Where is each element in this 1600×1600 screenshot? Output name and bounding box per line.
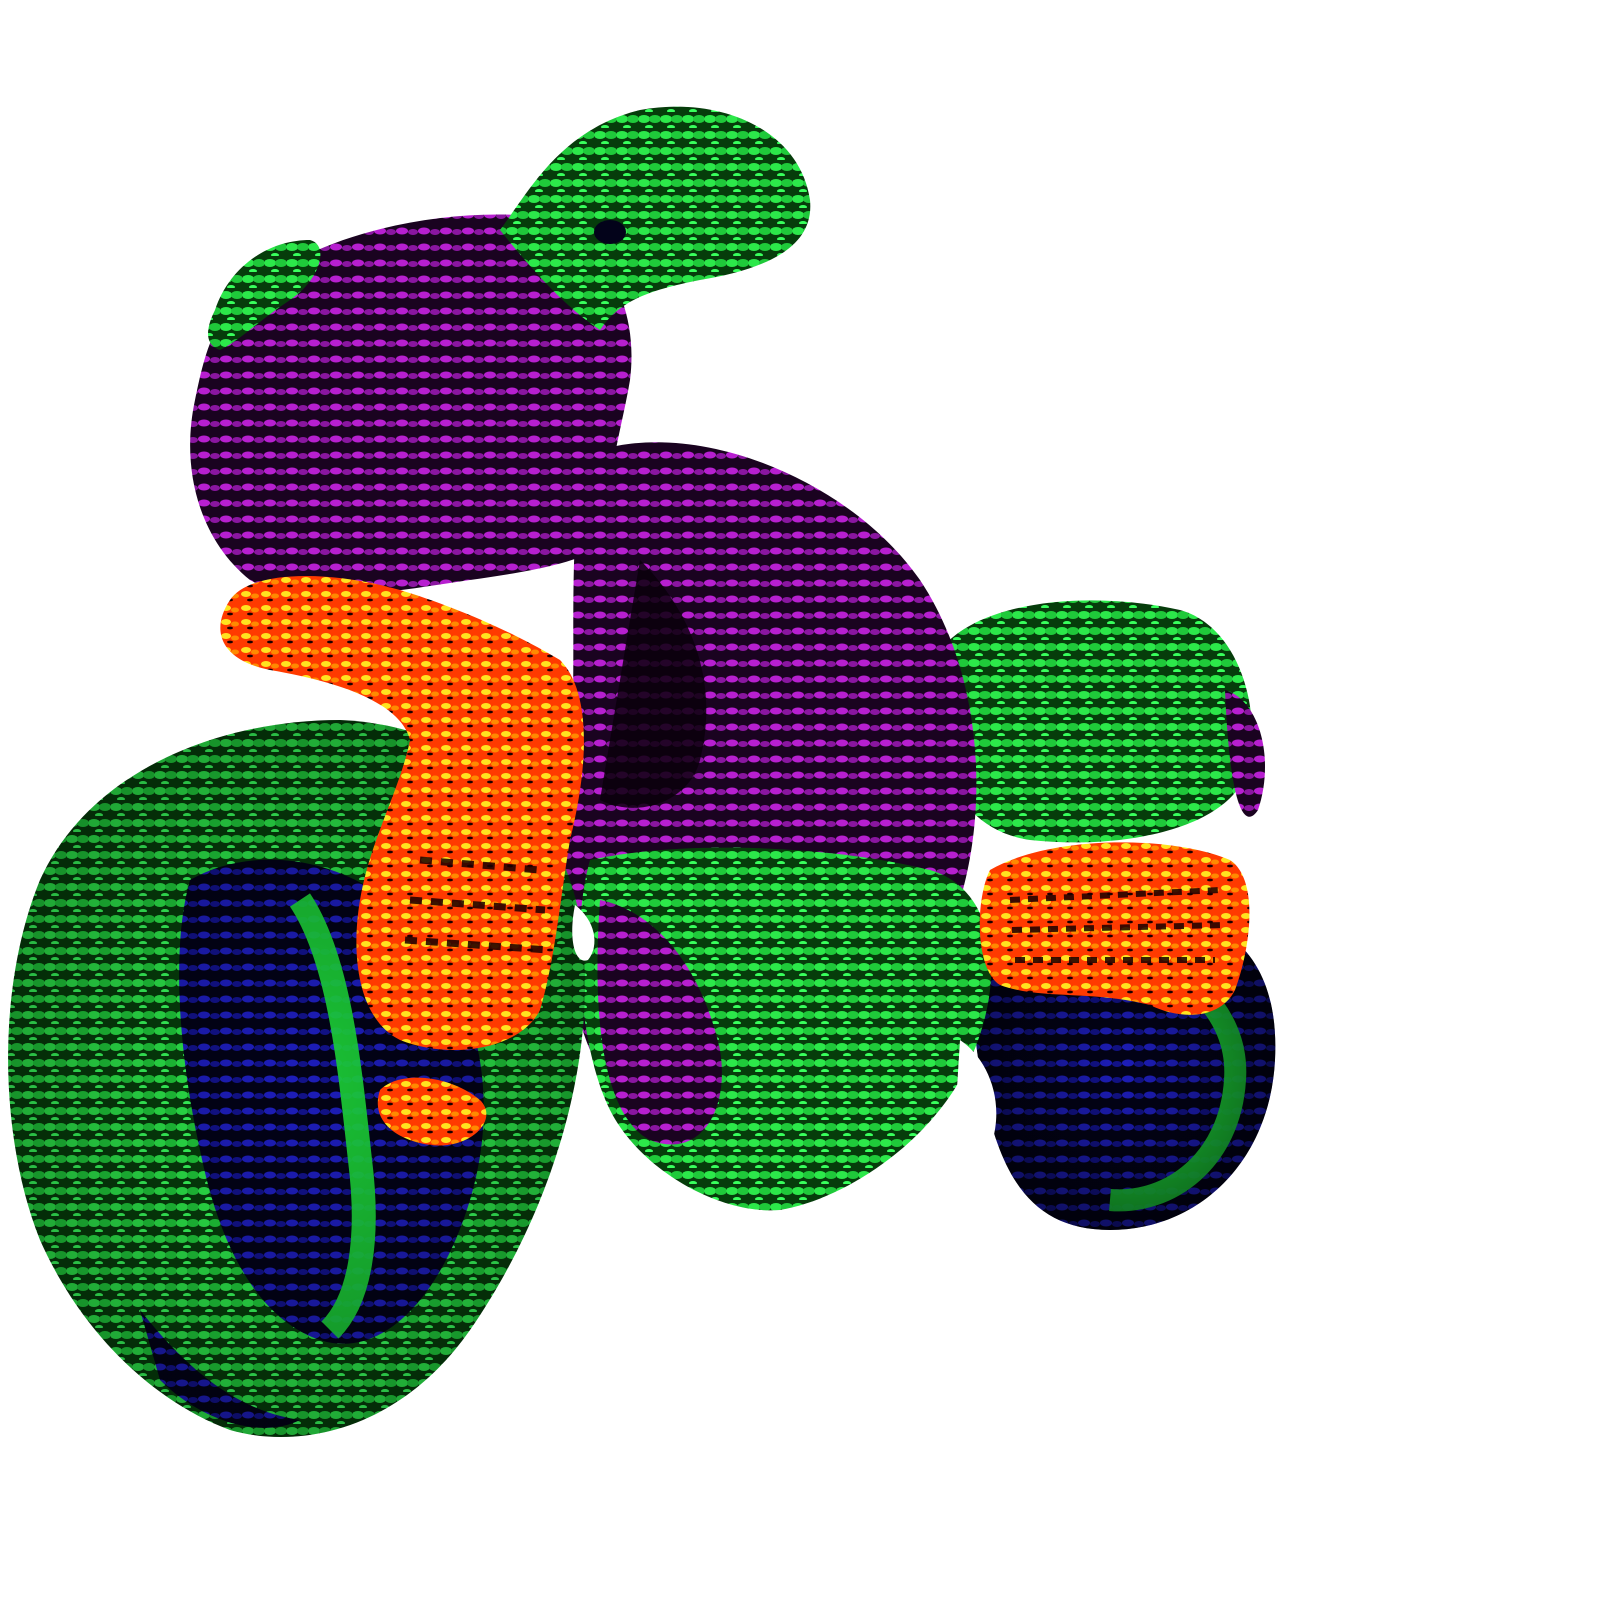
rider-ear [208,240,321,350]
rider-body [190,214,632,596]
handlebar [220,576,584,1050]
rider-horn [500,106,811,330]
gap [572,905,595,961]
lower-body [579,847,997,1211]
headlight [377,1077,487,1146]
rear-fender [934,600,1266,843]
rider-eye [594,220,626,244]
rear-light [979,842,1250,1015]
